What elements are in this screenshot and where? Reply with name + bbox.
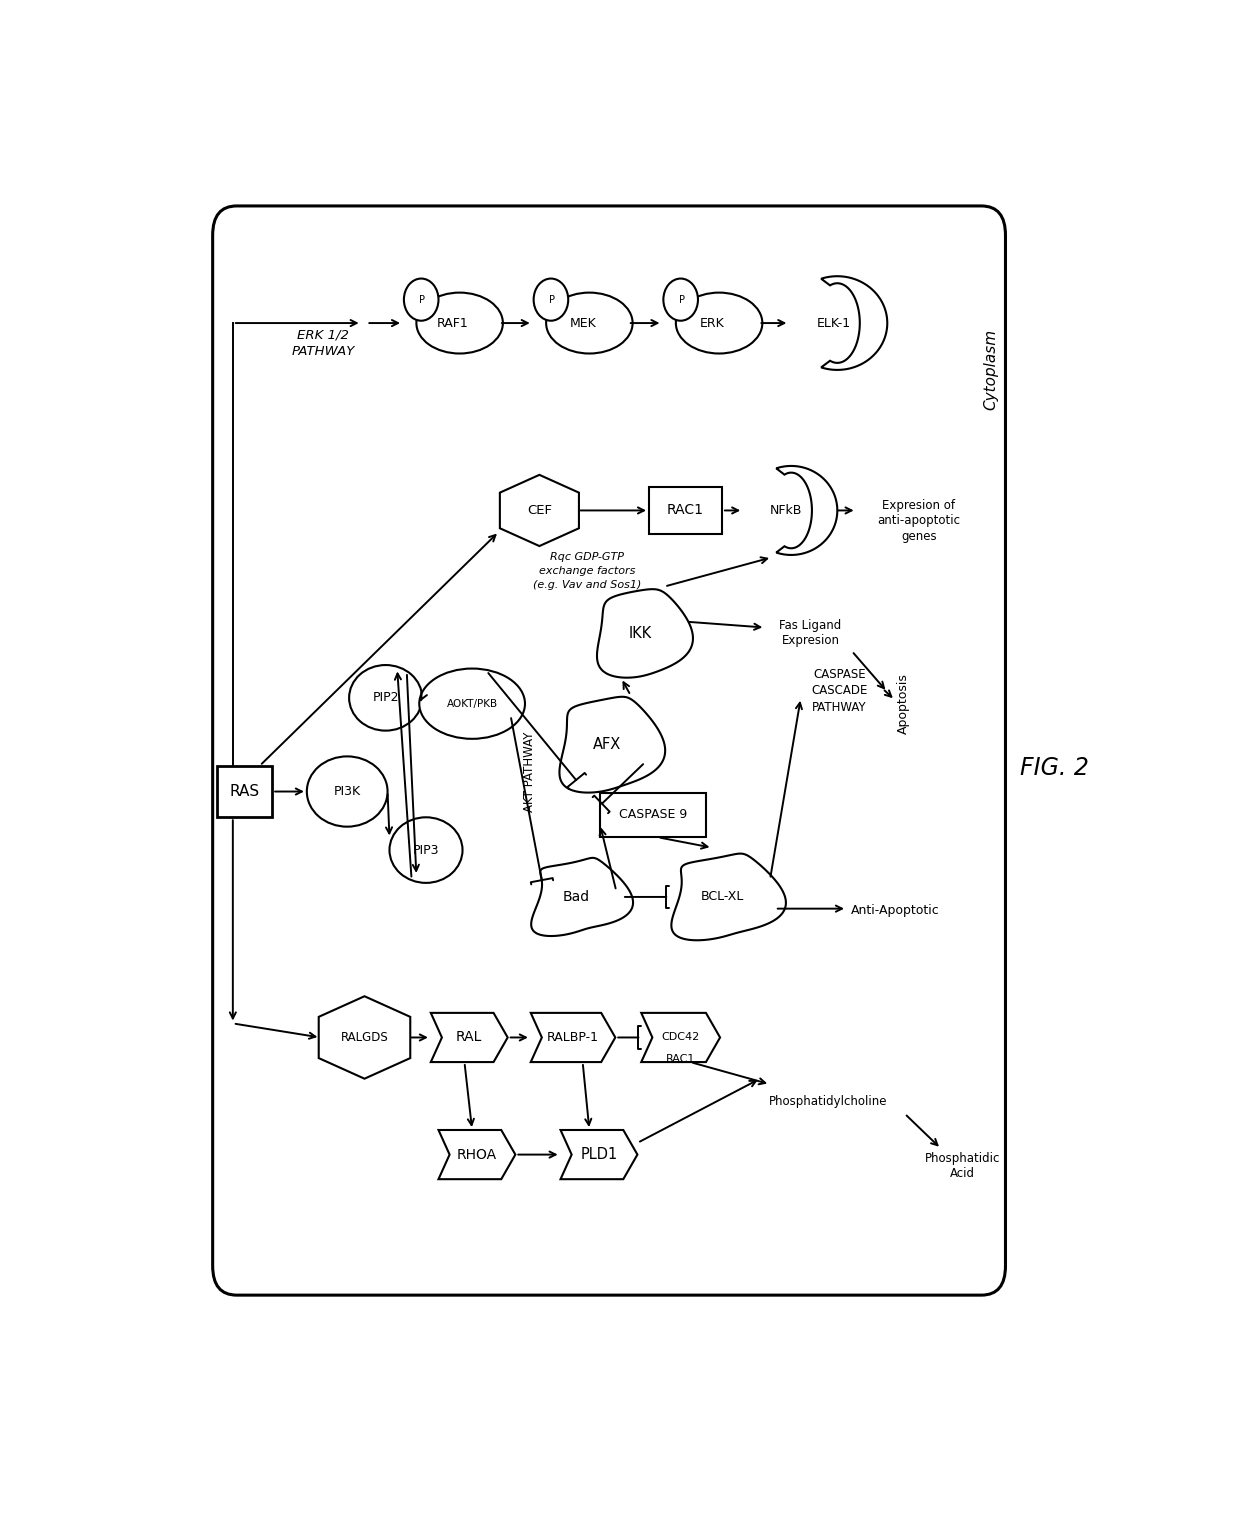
- Ellipse shape: [350, 665, 422, 730]
- Text: IKK: IKK: [629, 627, 652, 640]
- Text: AOKT/PKB: AOKT/PKB: [446, 698, 497, 709]
- Text: CDC42: CDC42: [662, 1033, 699, 1042]
- Polygon shape: [430, 1013, 507, 1062]
- Circle shape: [404, 278, 439, 321]
- Text: Expresion of: Expresion of: [883, 499, 956, 513]
- Text: RAC1: RAC1: [667, 503, 704, 517]
- Text: PIP2: PIP2: [372, 692, 399, 704]
- Text: MEK: MEK: [569, 316, 596, 330]
- Text: anti-apoptotic: anti-apoptotic: [878, 514, 961, 528]
- Polygon shape: [641, 1013, 720, 1062]
- Text: CASCADE: CASCADE: [811, 684, 868, 697]
- Text: Bad: Bad: [563, 890, 589, 903]
- Text: ELK-1: ELK-1: [816, 316, 851, 330]
- Text: Rqc GDP-GTP: Rqc GDP-GTP: [551, 552, 625, 563]
- Polygon shape: [776, 465, 837, 555]
- Polygon shape: [500, 475, 579, 546]
- Text: BCL-XL: BCL-XL: [701, 890, 744, 903]
- Text: (e.g. Vav and Sos1): (e.g. Vav and Sos1): [533, 581, 641, 590]
- Text: CASPASE 9: CASPASE 9: [619, 809, 687, 821]
- Text: FIG. 2: FIG. 2: [1021, 756, 1089, 780]
- Text: ERK 1/2: ERK 1/2: [298, 329, 350, 341]
- Text: PI3K: PI3K: [334, 785, 361, 799]
- Ellipse shape: [306, 756, 388, 827]
- Text: RAC1: RAC1: [666, 1054, 696, 1063]
- FancyBboxPatch shape: [600, 792, 706, 837]
- Text: Anti-Apoptotic: Anti-Apoptotic: [851, 905, 940, 917]
- Text: Apoptosis: Apoptosis: [897, 674, 910, 735]
- Text: P: P: [419, 295, 425, 304]
- Text: PATHWAY: PATHWAY: [291, 345, 355, 357]
- FancyBboxPatch shape: [213, 205, 1006, 1296]
- FancyBboxPatch shape: [650, 487, 722, 534]
- Text: RAL: RAL: [456, 1030, 482, 1045]
- Ellipse shape: [419, 669, 525, 739]
- Text: RAF1: RAF1: [436, 316, 469, 330]
- Text: PIP3: PIP3: [413, 844, 439, 856]
- Text: genes: genes: [901, 529, 936, 543]
- Polygon shape: [531, 1013, 615, 1062]
- Ellipse shape: [417, 292, 503, 353]
- Polygon shape: [559, 697, 665, 792]
- Polygon shape: [671, 853, 786, 940]
- Text: CEF: CEF: [527, 503, 552, 517]
- Text: P: P: [678, 295, 684, 304]
- Text: RHOA: RHOA: [456, 1147, 497, 1162]
- Text: AKT PATHWAY: AKT PATHWAY: [523, 732, 536, 812]
- Text: ERK: ERK: [701, 316, 724, 330]
- Circle shape: [663, 278, 698, 321]
- Text: RALGDS: RALGDS: [341, 1031, 388, 1043]
- Text: RAS: RAS: [229, 783, 259, 799]
- Polygon shape: [560, 1130, 637, 1179]
- Text: PATHWAY: PATHWAY: [812, 701, 867, 713]
- Text: RALBP-1: RALBP-1: [547, 1031, 599, 1043]
- Circle shape: [533, 278, 568, 321]
- Ellipse shape: [389, 817, 463, 882]
- Text: Phosphatidylcholine: Phosphatidylcholine: [769, 1095, 887, 1109]
- Ellipse shape: [546, 292, 632, 353]
- Text: Phosphatidic
Acid: Phosphatidic Acid: [925, 1153, 999, 1180]
- Polygon shape: [319, 996, 410, 1078]
- Text: AFX: AFX: [593, 738, 621, 753]
- Text: exchange factors: exchange factors: [539, 566, 636, 576]
- Text: CASPASE: CASPASE: [813, 668, 866, 681]
- Polygon shape: [596, 589, 693, 678]
- Text: P: P: [549, 295, 554, 304]
- FancyBboxPatch shape: [217, 765, 273, 817]
- Polygon shape: [439, 1130, 516, 1179]
- Text: NFkB: NFkB: [770, 503, 802, 517]
- Ellipse shape: [676, 292, 763, 353]
- Text: Cytoplasm: Cytoplasm: [983, 330, 998, 411]
- Polygon shape: [531, 858, 634, 935]
- Text: PLD1: PLD1: [580, 1147, 618, 1162]
- Polygon shape: [821, 277, 888, 370]
- Text: Fas Ligand
Expresion: Fas Ligand Expresion: [779, 619, 842, 648]
